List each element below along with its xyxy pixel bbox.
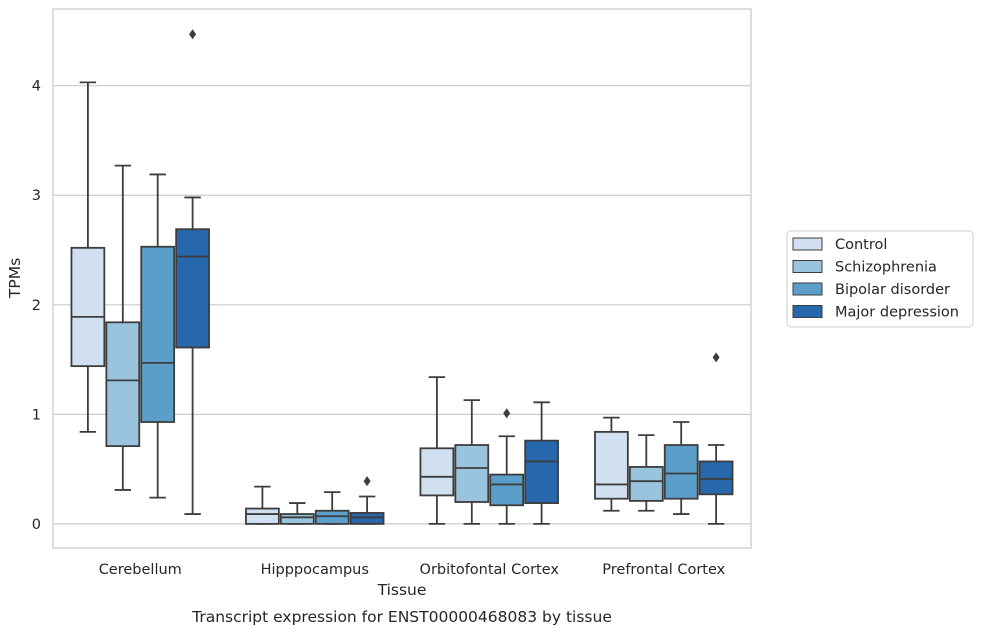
box-body: [175, 228, 210, 349]
box: [663, 421, 699, 515]
box-body: [279, 513, 315, 525]
box: [698, 352, 734, 525]
box-body: [70, 246, 106, 368]
box-body: [489, 473, 525, 507]
box-body: [454, 444, 490, 503]
box: [70, 81, 106, 433]
legend-swatch: [792, 282, 823, 296]
outlier-point: [189, 29, 197, 40]
y-tick-label: 0: [32, 517, 41, 533]
box: [419, 376, 455, 525]
legend: Control Schizophrenia Bipolar disorder Majo…: [786, 230, 974, 328]
plot-frame: [52, 8, 752, 549]
box: [489, 408, 525, 525]
box: [349, 476, 385, 525]
box: [105, 164, 141, 491]
legend-swatch: [792, 305, 823, 318]
x-tick-labels: Cerebellum Hipppocampus Orbitofontal Corte…: [99, 562, 726, 578]
box-body: [245, 507, 280, 525]
box-body: [314, 509, 350, 525]
box: [454, 399, 490, 525]
box: [314, 491, 350, 525]
outlier-point: [363, 476, 371, 487]
legend-label: Schizophrenia: [835, 260, 937, 276]
legend-label: Major depression: [835, 305, 959, 321]
legend-swatch: [792, 237, 823, 251]
box-body: [105, 321, 141, 448]
x-axis-label: Tissue: [377, 581, 427, 599]
box-body: [419, 447, 455, 497]
box-body: [349, 512, 385, 525]
y-tick-label: 4: [32, 79, 41, 95]
outlier-point: [503, 408, 511, 419]
x-tick-label: Hipppocampus: [261, 562, 369, 578]
box-body: [140, 245, 176, 423]
y-tick-label: 2: [32, 298, 41, 314]
legend-label: Control: [835, 237, 887, 253]
box-body: [594, 430, 629, 500]
y-tick-label: 1: [32, 407, 41, 423]
box: [140, 173, 176, 499]
box: [279, 502, 315, 525]
box: [245, 485, 280, 525]
y-axis-label: TPMs: [6, 258, 24, 299]
x-tick-label: Orbitofontal Cortex: [420, 562, 560, 578]
y-tick-labels: 0 1 2 3 4: [32, 79, 41, 533]
figure-caption: Transcript expression for ENST0000046808…: [191, 608, 612, 626]
x-tick-label: Cerebellum: [99, 562, 182, 578]
x-tick-label: Prefrontal Cortex: [602, 562, 725, 578]
box: [594, 416, 629, 512]
legend-swatch: [792, 260, 823, 273]
box: [628, 434, 664, 512]
outlier-point: [712, 352, 720, 363]
box-body: [524, 439, 559, 504]
legend-label: Bipolar disorder: [835, 282, 950, 298]
legend-frame: [786, 230, 974, 328]
boxes: [70, 29, 734, 525]
box-body: [698, 460, 734, 496]
box-body: [663, 444, 699, 500]
y-tick-label: 3: [32, 188, 41, 204]
box: [175, 29, 210, 515]
box-body: [628, 466, 664, 502]
box: [524, 401, 559, 525]
